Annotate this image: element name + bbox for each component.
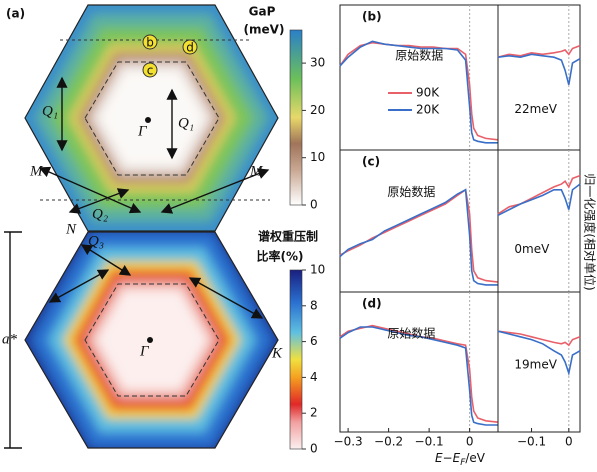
x-tick-label: −0.1 (415, 435, 444, 449)
colorbar (289, 29, 303, 206)
symmetry-label: Γ (137, 123, 148, 139)
colorbar (289, 269, 303, 450)
gamma-point (145, 117, 151, 123)
annotation: 原始数据 (395, 47, 443, 62)
point-marker (142, 34, 158, 50)
colorbar-tick-label: 0 (310, 198, 318, 212)
y-axis-label: 归一化强度(相对单位) (583, 173, 597, 290)
x-axis-label: E−EF/eV (435, 451, 486, 468)
spectrum-line (339, 324, 499, 423)
hexagon-outline (24, 4, 279, 232)
spectrum-line (339, 188, 499, 283)
colorbar-title: 谱权重压制 (258, 229, 318, 244)
spectrum-line (339, 40, 498, 144)
x-label-unit: /eV (465, 451, 485, 465)
colorbar-tick-label: 30 (310, 56, 325, 70)
lattice-label: a* (2, 331, 18, 347)
x-tick-label: 0 (466, 435, 474, 449)
point-marker (142, 62, 158, 78)
arrows (4, 76, 270, 449)
x-tick-label: −0.3 (334, 435, 363, 449)
symmetry-label: N (65, 221, 77, 237)
hexagon-outline (24, 231, 279, 449)
colorbar-unit: 比率(%) (257, 249, 304, 264)
x-tick-label: 0 (565, 435, 573, 449)
spectrum-line (497, 44, 581, 58)
annotation: 原始数据 (387, 326, 435, 341)
spectrum-line (339, 188, 498, 286)
colorbar-title: GaP (249, 5, 276, 19)
spectrum-line (497, 53, 581, 85)
panel-label: (a) (6, 7, 25, 21)
colorbar-unit: (meV) (244, 23, 285, 37)
x-label-sub: F (460, 458, 466, 468)
x-label-main: E−E (435, 451, 461, 465)
annotation: 19meV (514, 357, 557, 371)
momentum-points: bc d (142, 34, 198, 78)
panel-label: (b) (362, 10, 382, 24)
gamma-point (147, 337, 153, 343)
vector-label: Q₃ (88, 233, 104, 249)
symmetry-label: M (29, 163, 44, 179)
plot-frame (497, 291, 581, 433)
symmetry-label: K (271, 345, 283, 361)
vector-label: Q₂ (92, 206, 108, 222)
spectrum-line (497, 330, 581, 347)
spectrum-line (497, 330, 581, 377)
symmetry-label: M (249, 163, 264, 179)
point-marker (182, 39, 198, 55)
vector-label: Q₁ (178, 115, 194, 131)
x-tick-label: −0.2 (374, 435, 403, 449)
dashed-hexagon (84, 283, 220, 397)
panel-label: (d) (362, 297, 382, 311)
colorbar-tick-label: 6 (310, 334, 318, 348)
point-label: d (186, 41, 194, 55)
colorbar-tick-label: 10 (310, 263, 325, 277)
spectrum-line (339, 326, 498, 426)
colorbar-tick-label: 10 (310, 150, 325, 164)
plot-frame (497, 149, 581, 293)
point-label: c (147, 64, 154, 78)
spectrum-line (497, 174, 581, 215)
annotation: 22meV (514, 102, 557, 116)
colorbar-tick-label: 8 (310, 298, 318, 312)
annotation: 0meV (514, 242, 550, 256)
point-label: b (146, 36, 154, 50)
legend-label: 20K (416, 103, 440, 117)
legend-label: 90K (416, 86, 440, 100)
colorbar-tick-label: 4 (310, 370, 318, 384)
panel-label: (c) (362, 155, 380, 169)
colorbar-tick-label: 20 (310, 103, 325, 117)
colorbar-tick-label: 0 (310, 442, 318, 456)
heat-ring (98, 70, 206, 166)
x-tick-label: −0.1 (517, 435, 546, 449)
colorbar-tick-label: 2 (310, 406, 318, 420)
spectrum-line (497, 183, 581, 217)
symmetry-label: Γ (139, 343, 150, 359)
vector-label: Q₁ (42, 103, 58, 119)
annotation: 原始数据 (387, 184, 435, 199)
